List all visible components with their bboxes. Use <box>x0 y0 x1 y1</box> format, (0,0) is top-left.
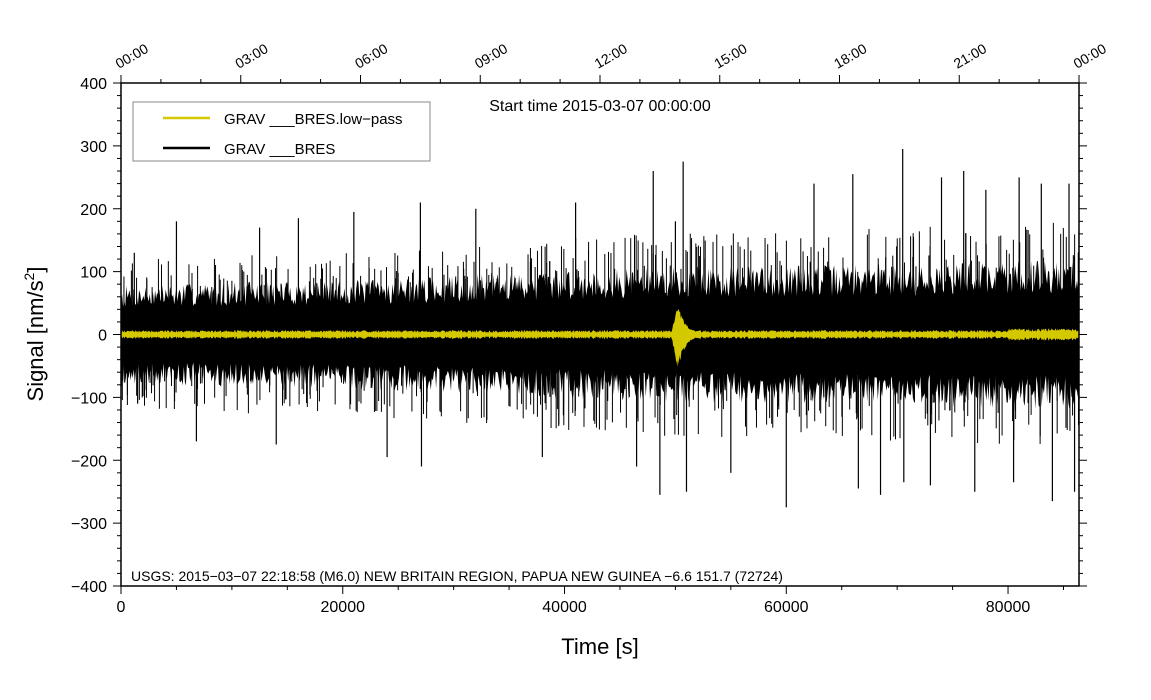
legend-label-lowpass: GRAV ___BRES.low−pass <box>224 111 403 128</box>
lowpass-signal-trace <box>121 309 1079 367</box>
top-time-label: 03:00 <box>232 40 271 71</box>
top-time-label: 12:00 <box>592 40 631 71</box>
y-tick-label: 100 <box>80 265 107 282</box>
lowpass-signal-series <box>121 309 1079 367</box>
black-signal-spikes <box>121 149 1079 508</box>
y-tick-labels: −400 −300 −200 −100 0 100 200 300 400 <box>71 76 107 596</box>
top-time-labels: 00:00 03:00 06:00 09:00 12:00 15:00 18:00 21:00… <box>113 40 1110 71</box>
legend-label-raw: GRAV ___BRES <box>224 141 335 158</box>
y-tick-label: 300 <box>80 139 107 156</box>
legend-box <box>132 101 431 162</box>
y-axis-label: Signal [nm/s2] <box>21 267 48 402</box>
top-time-label: 18:00 <box>831 40 870 71</box>
y-axis-label-main: Signal [nm/s <box>23 280 48 401</box>
x-tick-label: 80000 <box>986 599 1031 616</box>
chart-title: Start time 2015-03-07 00:00:00 <box>489 98 711 115</box>
y-tick-label: −100 <box>71 390 107 407</box>
top-time-label: 09:00 <box>472 40 511 71</box>
x-tick-label: 0 <box>117 599 126 616</box>
y-tick-label: −200 <box>71 453 107 470</box>
top-time-label: 21:00 <box>951 40 990 71</box>
y-tick-label: −300 <box>71 516 107 533</box>
top-time-label: 00:00 <box>113 40 152 71</box>
top-time-label: 15:00 <box>711 40 750 71</box>
y-tick-label: −400 <box>71 579 107 596</box>
y-axis-label-close: ] <box>23 267 48 273</box>
x-tick-labels: 0 20000 40000 60000 80000 <box>117 599 1031 616</box>
x-tick-label: 40000 <box>542 599 587 616</box>
legend: GRAV ___BRES.low−pass GRAV ___BRES <box>132 101 431 162</box>
y-tick-label: 400 <box>80 76 107 93</box>
top-time-label: 00:00 <box>1071 40 1110 71</box>
top-time-label: 06:00 <box>352 40 391 71</box>
x-tick-label: 20000 <box>321 599 366 616</box>
event-annotation: USGS: 2015−03−07 22:18:58 (M6.0) NEW BRI… <box>131 568 783 584</box>
y-tick-label: 200 <box>80 202 107 219</box>
axis-ticks <box>113 75 1087 594</box>
x-tick-label: 60000 <box>764 599 809 616</box>
y-tick-label: 0 <box>98 328 107 345</box>
y-axis-label-sup: 2 <box>21 272 37 280</box>
x-axis-label: Time [s] <box>561 634 638 659</box>
